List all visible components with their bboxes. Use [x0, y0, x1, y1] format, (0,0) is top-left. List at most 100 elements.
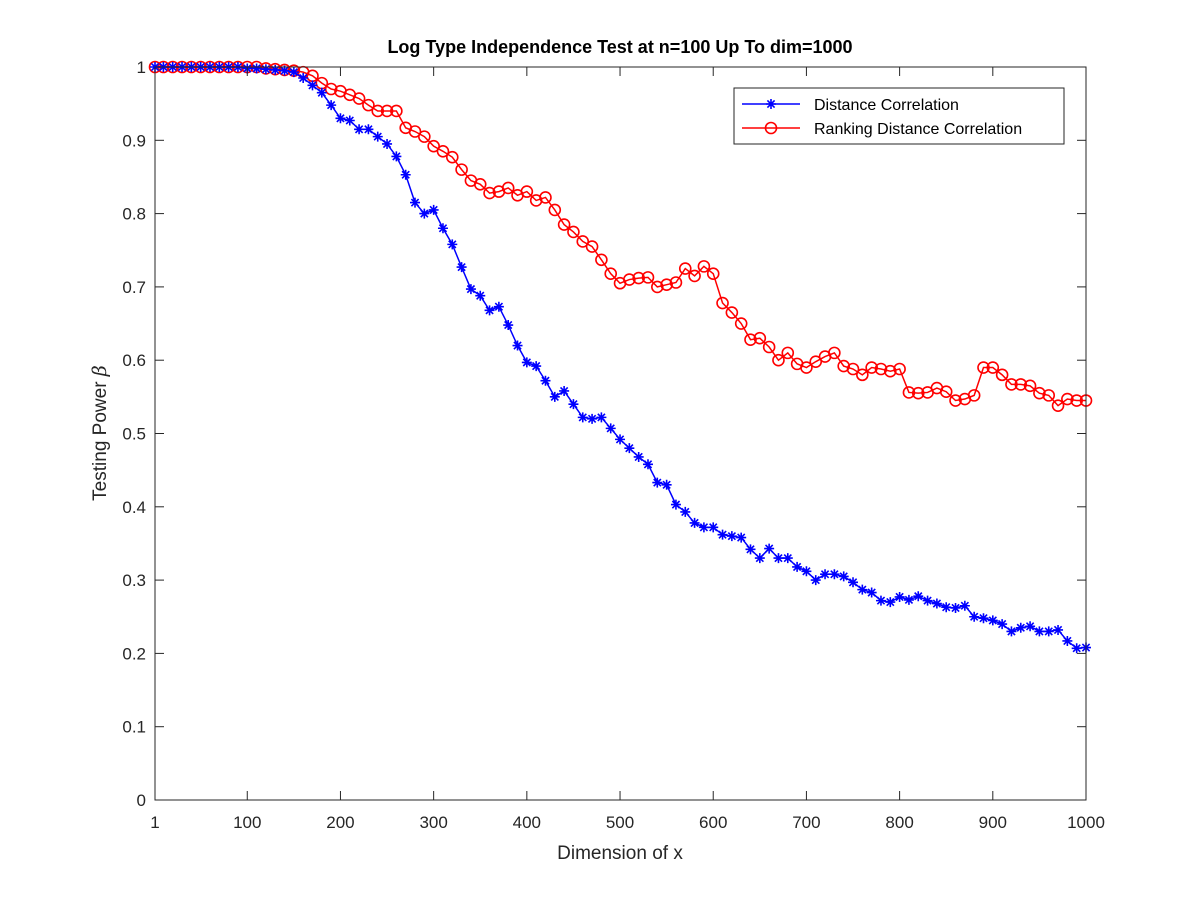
data-point — [371, 104, 385, 118]
data-point — [846, 362, 860, 376]
legend-box — [733, 87, 1065, 145]
legend-label: Distance Correlation — [814, 97, 959, 114]
data-point — [587, 413, 598, 424]
data-point — [801, 566, 812, 577]
chart-title: Log Type Independence Test at n=100 Up T… — [387, 37, 852, 57]
data-point — [773, 553, 784, 564]
data-point — [1034, 626, 1045, 637]
data-point — [288, 67, 299, 78]
x-tick-label: 900 — [979, 813, 1007, 832]
data-point — [967, 389, 981, 402]
data-point — [800, 361, 813, 374]
data-point — [456, 262, 467, 273]
data-point — [352, 92, 366, 105]
data-point — [447, 239, 458, 250]
data-point — [270, 64, 281, 75]
data-point — [874, 362, 888, 376]
data-point — [911, 386, 925, 400]
y-tick-label: 1 — [137, 58, 146, 77]
data-point — [736, 532, 747, 543]
data-point — [604, 267, 618, 281]
data-point — [595, 253, 608, 267]
x-tick-label: 200 — [326, 813, 354, 832]
y-tick-label: 0.5 — [122, 425, 146, 444]
data-point — [734, 317, 748, 330]
x-tick-label: 700 — [792, 813, 820, 832]
data-point — [260, 64, 271, 75]
y-axis-label-symbol: β — [89, 365, 111, 377]
data-point — [978, 613, 989, 624]
data-point — [894, 591, 905, 602]
data-point — [1033, 386, 1046, 400]
data-point — [754, 553, 765, 564]
y-tick-label: 0.8 — [122, 205, 146, 224]
data-point — [753, 331, 767, 345]
data-point — [670, 499, 681, 510]
data-point — [716, 296, 729, 310]
data-point — [848, 577, 859, 588]
data-point — [577, 412, 588, 423]
data-point — [455, 163, 468, 176]
data-point — [1014, 378, 1028, 391]
data-point — [428, 204, 439, 215]
data-point — [829, 569, 840, 580]
legend-marker — [766, 99, 776, 109]
data-point — [781, 346, 795, 360]
x-tick-label: 800 — [885, 813, 913, 832]
data-point — [1070, 394, 1083, 407]
data-point — [669, 276, 683, 289]
data-point — [902, 386, 916, 399]
data-point — [363, 124, 374, 135]
y-tick-label: 0.3 — [122, 571, 146, 590]
data-point — [316, 87, 327, 98]
data-point — [875, 595, 886, 606]
data-point — [324, 82, 338, 96]
data-point — [585, 240, 599, 253]
data-point — [1015, 622, 1026, 633]
data-point — [745, 544, 756, 555]
data-point — [605, 423, 616, 434]
data-point — [540, 375, 551, 386]
data-point — [1043, 626, 1054, 637]
data-point — [1062, 635, 1073, 646]
ticks-layer: 1 100 200 300 400 500 600 700 800 900 1000 0 0.1 0.2 0… — [122, 58, 1105, 832]
series-ranking-distance-correlation — [148, 60, 1093, 412]
data-point — [1006, 626, 1017, 637]
data-point — [857, 584, 868, 595]
data-point — [986, 361, 1000, 374]
data-point — [969, 611, 980, 622]
x-tick-label: 1000 — [1067, 813, 1105, 832]
y-tick-label: 0 — [137, 791, 146, 810]
data-point — [382, 138, 393, 149]
data-point — [559, 385, 570, 396]
data-point — [893, 362, 906, 376]
data-point — [698, 522, 709, 533]
data-point — [419, 208, 430, 219]
data-point — [531, 361, 542, 372]
legend-marker — [764, 121, 778, 135]
data-point — [680, 506, 691, 517]
data-point — [883, 364, 897, 378]
data-point — [913, 591, 924, 602]
data-point — [354, 124, 365, 135]
x-tick-label: 600 — [699, 813, 727, 832]
data-point — [1053, 624, 1064, 635]
data-point — [977, 361, 990, 374]
data-point — [708, 522, 719, 533]
data-point — [726, 531, 737, 542]
data-point — [501, 181, 515, 195]
data-point — [995, 368, 1009, 382]
data-point — [641, 271, 655, 284]
data-point — [987, 615, 998, 626]
legend: Distance Correlation Ranking Distance Cor… — [733, 87, 1065, 145]
data-point — [400, 169, 411, 180]
data-point — [408, 125, 422, 138]
data-point — [521, 357, 532, 368]
data-point — [651, 280, 664, 294]
data-point — [557, 218, 571, 231]
data-point — [576, 235, 590, 248]
y-tick-label: 0.9 — [122, 131, 146, 150]
data-point — [939, 385, 953, 399]
data-point — [922, 595, 933, 606]
data-point — [520, 185, 534, 198]
